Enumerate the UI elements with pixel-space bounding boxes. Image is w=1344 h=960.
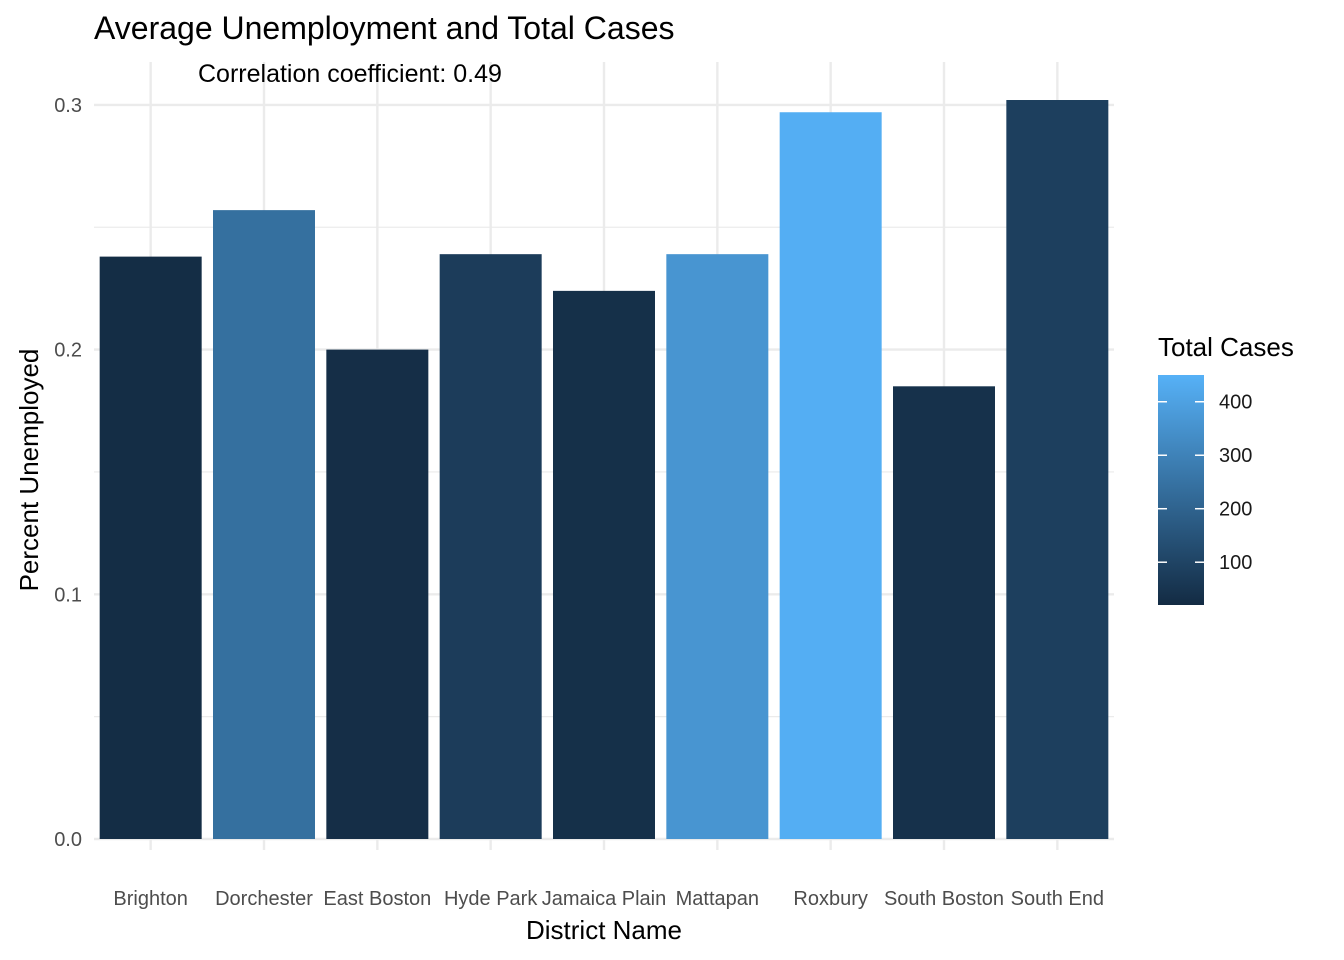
bar-south-boston xyxy=(893,386,995,839)
color-legend: Total Cases 100 200 300 400 xyxy=(1158,332,1294,605)
y-axis-title: Percent Unemployed xyxy=(14,349,44,592)
x-tick-label: South Boston xyxy=(884,888,1004,910)
chart-title: Average Unemployment and Total Cases xyxy=(94,10,674,46)
x-tick-labels: Brighton Dorchester East Boston Hyde Park Ja… xyxy=(113,888,1104,910)
x-tick-label: Roxbury xyxy=(793,888,867,910)
bar-mattapan xyxy=(666,254,769,840)
legend-tick-label: 200 xyxy=(1219,499,1252,521)
x-axis-title: District Name xyxy=(526,915,682,945)
legend-title: Total Cases xyxy=(1158,332,1294,362)
x-tick-label: Dorchester xyxy=(215,888,313,910)
bar-jamaica-plain xyxy=(553,290,655,839)
legend-tick-label: 400 xyxy=(1219,392,1252,414)
bar-dorchester xyxy=(213,210,315,840)
bars xyxy=(99,100,1109,840)
x-tick-label: Hyde Park xyxy=(444,888,538,910)
x-tick-label: East Boston xyxy=(323,888,431,910)
bar-hyde-park xyxy=(439,254,542,840)
y-tick-labels: 0.0 0.1 0.2 0.3 xyxy=(54,95,82,851)
bar-south-end xyxy=(1006,100,1109,840)
x-tick-label: Jamaica Plain xyxy=(542,888,667,910)
correlation-annotation: Correlation coefficient: 0.49 xyxy=(198,60,502,88)
y-tick-label: 0.0 xyxy=(54,829,82,851)
bar-roxbury xyxy=(779,112,882,840)
y-tick-label: 0.1 xyxy=(54,584,82,606)
y-tick-label: 0.2 xyxy=(54,340,82,362)
legend-tick-label: 300 xyxy=(1219,445,1252,467)
legend-colorbar xyxy=(1158,375,1204,605)
legend-ticks: 100 200 300 400 xyxy=(1158,392,1252,574)
bar-brighton xyxy=(99,256,202,839)
y-tick-label: 0.3 xyxy=(54,95,82,117)
x-tick-label: South End xyxy=(1011,888,1104,910)
x-tick-label: Mattapan xyxy=(676,888,759,910)
legend-tick-label: 100 xyxy=(1219,552,1252,574)
x-tick-label: Brighton xyxy=(113,888,188,910)
bar-east-boston xyxy=(326,349,429,839)
